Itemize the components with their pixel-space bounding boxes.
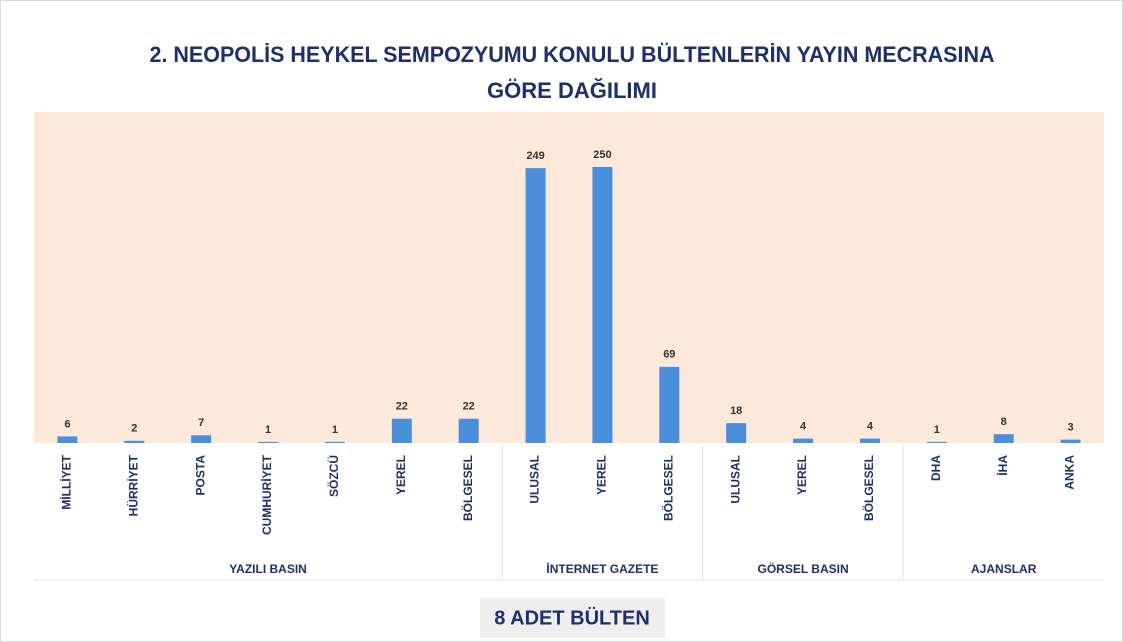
- group-label: AJANSLAR: [971, 562, 1037, 576]
- bar: [1060, 439, 1081, 443]
- value-label: 249: [526, 150, 544, 162]
- footer: 8 ADET BÜLTEN: [494, 606, 650, 629]
- x-tick-label: YEREL: [795, 455, 809, 495]
- value-label: 4: [800, 420, 807, 432]
- x-tick-label: ULUSAL: [528, 455, 542, 504]
- x-tick-label: HÜRRİYET: [125, 454, 140, 516]
- x-tick-label: SÖZCÜ: [326, 455, 341, 497]
- bar: [191, 435, 212, 443]
- value-label: 7: [198, 417, 204, 429]
- bar: [458, 418, 479, 443]
- x-tick-label: ANKA: [1063, 455, 1077, 490]
- bar: [57, 436, 78, 443]
- x-tick-label: ULUSAL: [728, 455, 742, 504]
- chart-title: 2. NEOPOLİS HEYKEL SEMPOZYUMU KONULU BÜL…: [150, 42, 995, 67]
- value-label: 2: [131, 423, 137, 435]
- bar: [525, 168, 546, 443]
- value-label: 22: [396, 401, 408, 413]
- bar: [258, 441, 279, 443]
- plot-area: [34, 112, 1104, 443]
- value-label: 6: [64, 418, 70, 430]
- value-label: 4: [867, 420, 874, 432]
- bar: [592, 167, 613, 443]
- x-tick-label: DHA: [929, 455, 943, 481]
- value-label: 3: [1068, 422, 1074, 434]
- bar: [726, 423, 747, 443]
- value-label: 250: [593, 149, 611, 161]
- value-label: 22: [463, 401, 475, 413]
- x-tick-label: YEREL: [595, 455, 609, 495]
- group-label: GÖRSEL BASIN: [758, 561, 849, 576]
- bar: [324, 441, 345, 443]
- x-tick-label: BÖLGESEL: [660, 455, 675, 521]
- footer-box: [480, 598, 665, 638]
- bar: [859, 438, 880, 443]
- value-label: 8: [1001, 416, 1007, 428]
- bar: [391, 418, 412, 443]
- bar: [793, 438, 814, 443]
- value-label: 1: [332, 424, 338, 436]
- group-label: İNTERNET GAZETE: [546, 561, 658, 576]
- group-label: YAZILI BASIN: [229, 562, 307, 576]
- x-tick-label: İHA: [995, 455, 1010, 476]
- value-label: 1: [934, 424, 940, 436]
- bar: [926, 441, 947, 443]
- value-label: 18: [730, 405, 742, 417]
- value-label: 1: [265, 424, 271, 436]
- bar: [124, 440, 145, 443]
- chart-title: GÖRE DAĞILIMI: [487, 78, 657, 103]
- x-tick-label: BÖLGESEL: [861, 455, 876, 521]
- x-tick-label: BÖLGESEL: [460, 455, 475, 521]
- value-label: 69: [663, 349, 675, 361]
- x-tick-label: YEREL: [394, 455, 408, 495]
- x-tick-label: CUMHURİYET: [259, 454, 274, 535]
- bar: [659, 366, 680, 443]
- x-tick-label: MİLLİYET: [59, 454, 74, 509]
- bar: [993, 434, 1014, 443]
- x-tick-label: POSTA: [193, 455, 207, 496]
